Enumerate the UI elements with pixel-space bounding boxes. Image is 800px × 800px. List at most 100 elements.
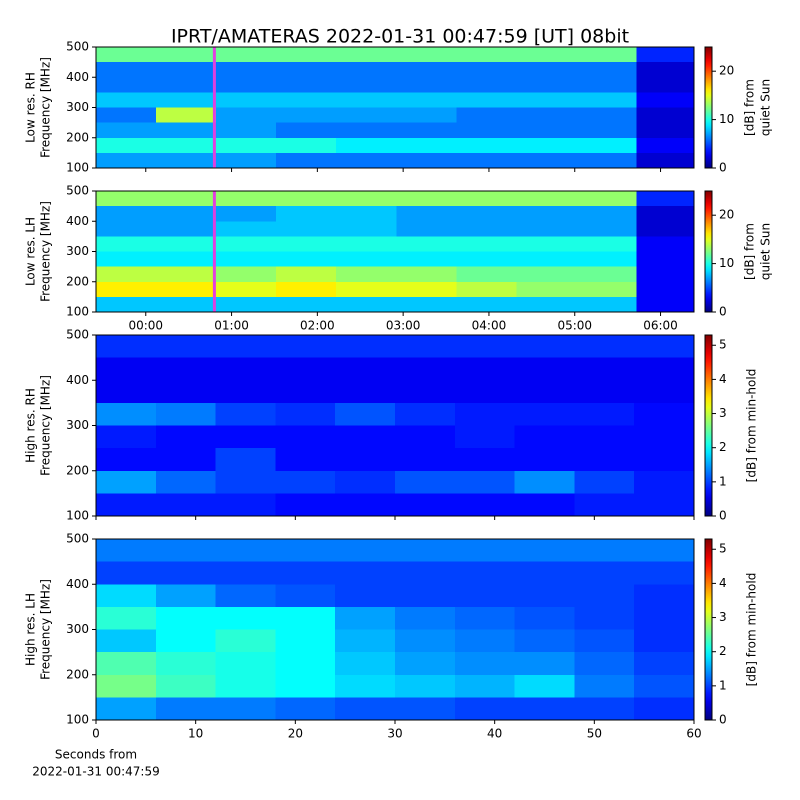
heatmap-cell	[576, 152, 637, 168]
colorbar-label: [dB] from	[743, 79, 757, 136]
heatmap-cell	[516, 122, 577, 138]
heatmap-cell	[96, 629, 156, 653]
heatmap-cell	[456, 152, 517, 168]
heatmap-cell	[516, 77, 577, 93]
heatmap-cell	[155, 448, 216, 471]
heatmap-cell	[514, 629, 575, 653]
heatmap-cell	[96, 152, 157, 168]
heatmap-cell	[276, 236, 337, 252]
heatmap-cell	[634, 539, 694, 562]
heatmap-cell	[636, 281, 694, 297]
heatmap-cell	[336, 107, 397, 123]
heatmap-cell	[514, 584, 575, 607]
heatmap-cell	[335, 402, 395, 426]
heatmap-cell	[216, 62, 277, 78]
heatmap-cell	[215, 561, 276, 585]
heatmap-cell	[454, 606, 515, 630]
heatmap-cell	[514, 470, 575, 494]
colorbar	[704, 538, 713, 721]
y-tick-label: 300	[66, 244, 89, 258]
heatmap-cell	[215, 357, 276, 381]
heatmap-cell	[156, 47, 217, 63]
colorbar-label: quiet Sun	[759, 223, 773, 280]
heatmap-cell	[335, 425, 395, 449]
heatmap-cell	[216, 296, 277, 312]
heatmap-cell	[335, 539, 395, 562]
colorbar	[704, 46, 713, 169]
heatmap-cell	[96, 425, 156, 449]
colorbar-tick-label: 3	[719, 610, 727, 624]
heatmap-cell	[156, 236, 217, 252]
heatmap-cell	[336, 251, 397, 267]
heatmap-cell	[216, 77, 277, 93]
x-tick-label: 00:00	[128, 319, 163, 333]
heatmap-cell	[396, 47, 457, 63]
heatmap-cell	[155, 470, 216, 494]
heatmap-cell	[155, 335, 216, 358]
heatmap-cell	[335, 380, 395, 403]
x-tick-label: 20	[288, 727, 303, 741]
heatmap-cell	[634, 357, 694, 381]
heatmap-cell	[155, 493, 216, 516]
heatmap-cell	[96, 191, 157, 207]
heatmap-cell	[96, 107, 157, 123]
heatmap-cell	[276, 281, 337, 297]
heatmap-cell	[574, 539, 635, 562]
heatmap-cell	[155, 425, 216, 449]
heatmap-cell	[276, 221, 337, 237]
heatmap-cell	[454, 539, 515, 562]
heatmap-cell	[96, 470, 156, 494]
heatmap-cell	[155, 629, 216, 653]
heatmap-cell	[335, 561, 395, 585]
heatmap-cell	[216, 137, 277, 153]
heatmap-cell	[216, 221, 277, 237]
heatmap-cell	[275, 425, 336, 449]
heatmap-cell	[215, 470, 276, 494]
heatmap-cell	[456, 251, 517, 267]
heatmap-cell	[514, 335, 575, 358]
colorbar-tick-label: 3	[719, 406, 727, 420]
heatmap-cell	[275, 652, 336, 675]
heatmap-cell	[96, 697, 156, 720]
heatmap-cell	[215, 448, 276, 471]
heatmap-cell	[336, 92, 397, 108]
heatmap-cell	[275, 470, 336, 494]
heatmap-cell	[636, 251, 694, 267]
heatmap-cell	[156, 152, 217, 168]
heatmap-cell	[335, 652, 395, 675]
heatmap-cell	[395, 629, 455, 653]
heatmap-cell	[395, 402, 455, 426]
heatmap-cell	[156, 77, 217, 93]
heatmap-cell	[574, 606, 635, 630]
heatmap-cell	[636, 191, 694, 207]
y-axis-label: Frequency [MHz]	[39, 201, 53, 302]
heatmap-cell	[335, 606, 395, 630]
colorbar-tick-label: 5	[719, 338, 727, 352]
heatmap-cell	[275, 493, 336, 516]
heatmap-cell	[96, 92, 157, 108]
heatmap-cell	[576, 236, 637, 252]
heatmap-cell	[514, 539, 575, 562]
heatmap-cell	[336, 77, 397, 93]
heatmap-cell	[636, 152, 694, 168]
heatmap-cell	[335, 335, 395, 358]
heatmap-cell	[514, 561, 575, 585]
heatmap-cell	[395, 335, 455, 358]
heatmap-cell	[155, 606, 216, 630]
heatmap-cell	[576, 296, 637, 312]
heatmap-cell	[155, 357, 216, 381]
heatmap-cell	[96, 236, 157, 252]
heatmap-cell	[276, 191, 337, 207]
heatmap-cell	[156, 107, 217, 123]
y-tick-label: 200	[66, 463, 89, 477]
y-tick-label: 300	[66, 622, 89, 636]
y-tick-label: 500	[66, 184, 89, 198]
x-tick-label: 60	[686, 727, 701, 741]
heatmap-cell	[216, 206, 277, 222]
heatmap-cell	[276, 296, 337, 312]
heatmap-cell	[275, 561, 336, 585]
y-axis-label: Frequency [MHz]	[39, 57, 53, 158]
heatmap-cell	[514, 674, 575, 698]
y-tick-label: 500	[66, 40, 89, 54]
heatmap-cell	[276, 122, 337, 138]
